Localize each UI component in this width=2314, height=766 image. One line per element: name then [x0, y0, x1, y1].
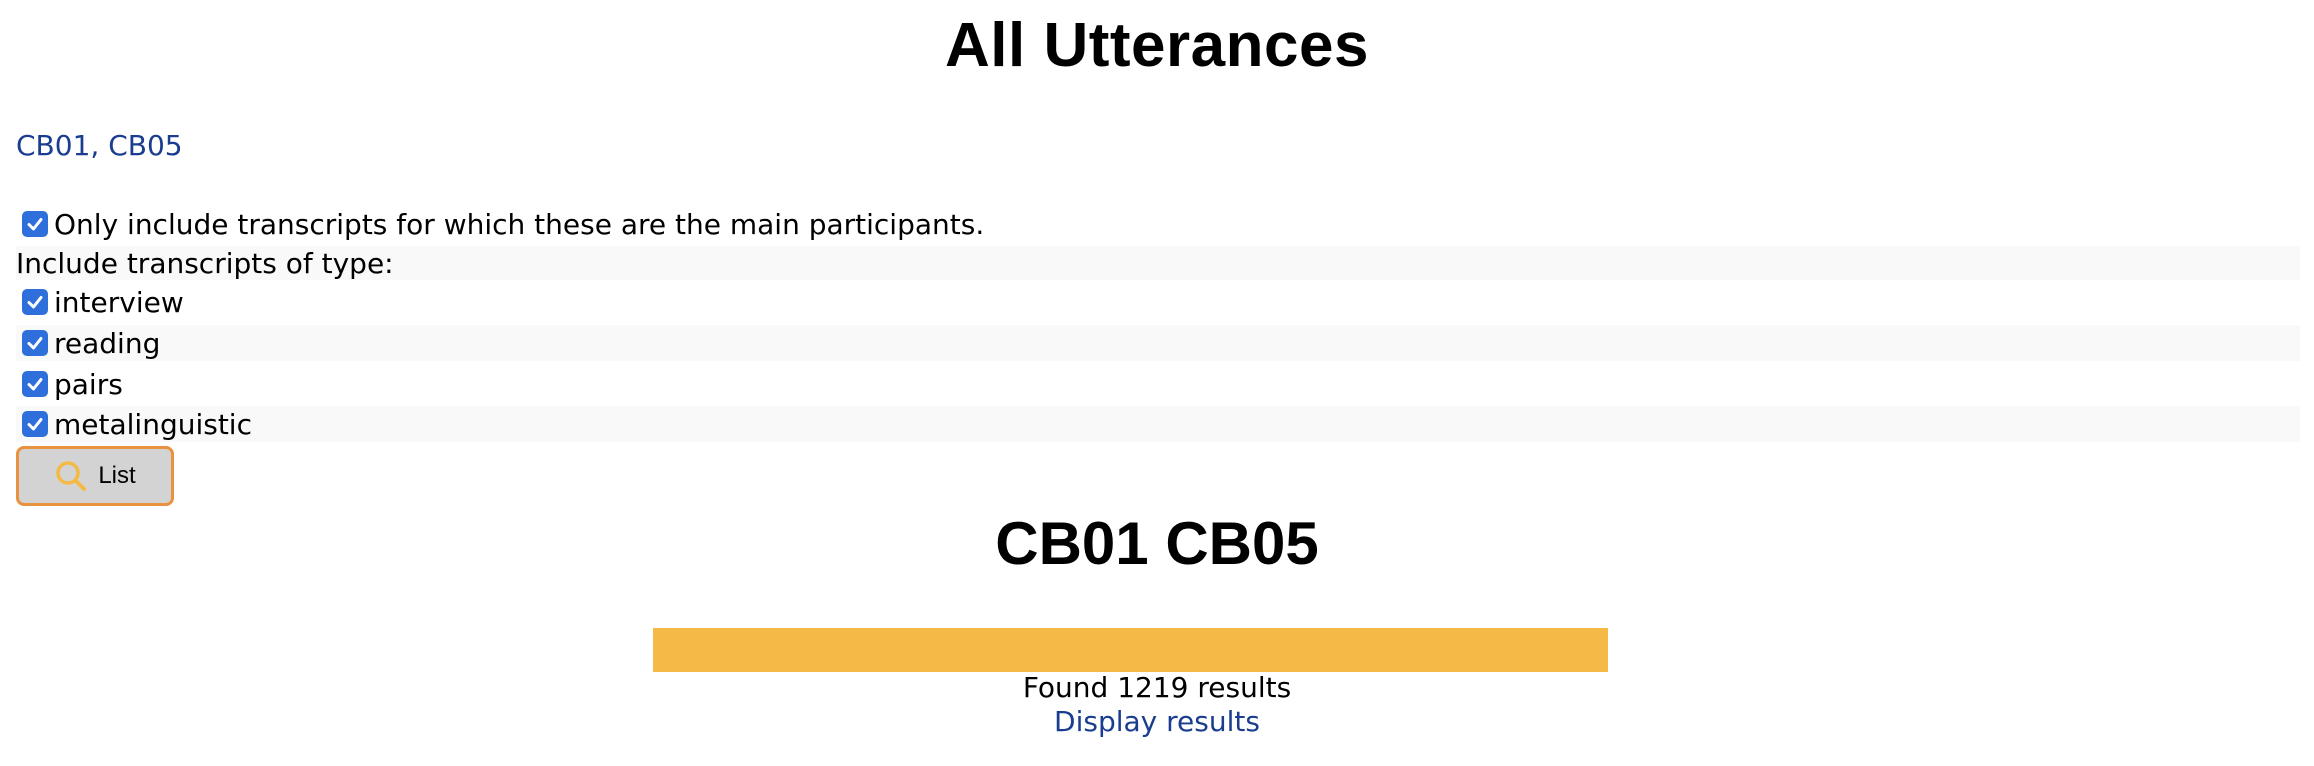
display-results-link[interactable]: Display results	[1054, 705, 1260, 738]
main-participants-label: Only include transcripts for which these…	[54, 207, 985, 241]
type-option-pairs[interactable]: pairs	[16, 366, 2300, 402]
pairs-checkbox[interactable]	[22, 371, 48, 397]
type-label: pairs	[54, 367, 123, 401]
main-participants-checkbox[interactable]	[22, 211, 48, 237]
result-count: Found 1219 results	[1022, 671, 1292, 704]
checkmark-icon	[27, 296, 43, 309]
type-option-metalinguistic[interactable]: metalinguistic	[16, 406, 2300, 442]
type-label: interview	[54, 285, 184, 319]
progress-bar	[653, 628, 1608, 672]
type-label: reading	[54, 326, 161, 360]
main-participants-option[interactable]: Only include transcripts for which these…	[16, 206, 2300, 242]
type-label: metalinguistic	[54, 407, 252, 441]
checkmark-icon	[27, 218, 43, 231]
checkmark-icon	[27, 378, 43, 391]
type-option-interview[interactable]: interview	[16, 284, 2300, 320]
checkmark-icon	[27, 418, 43, 431]
search-icon	[56, 461, 87, 491]
metalinguistic-checkbox[interactable]	[22, 411, 48, 437]
list-button[interactable]: List	[16, 446, 174, 506]
types-label-row: Include transcripts of type:	[16, 246, 2300, 280]
list-button-label: List	[98, 462, 136, 489]
page-title: All Utterances	[945, 11, 1369, 80]
checkmark-icon	[27, 337, 43, 350]
progress-fill	[653, 628, 1608, 672]
participants-link[interactable]: CB01, CB05	[16, 129, 183, 162]
types-label: Include transcripts of type:	[16, 246, 394, 280]
type-option-reading[interactable]: reading	[16, 325, 2300, 361]
results-heading: CB01 CB05	[995, 510, 1319, 577]
interview-checkbox[interactable]	[22, 289, 48, 315]
reading-checkbox[interactable]	[22, 330, 48, 356]
